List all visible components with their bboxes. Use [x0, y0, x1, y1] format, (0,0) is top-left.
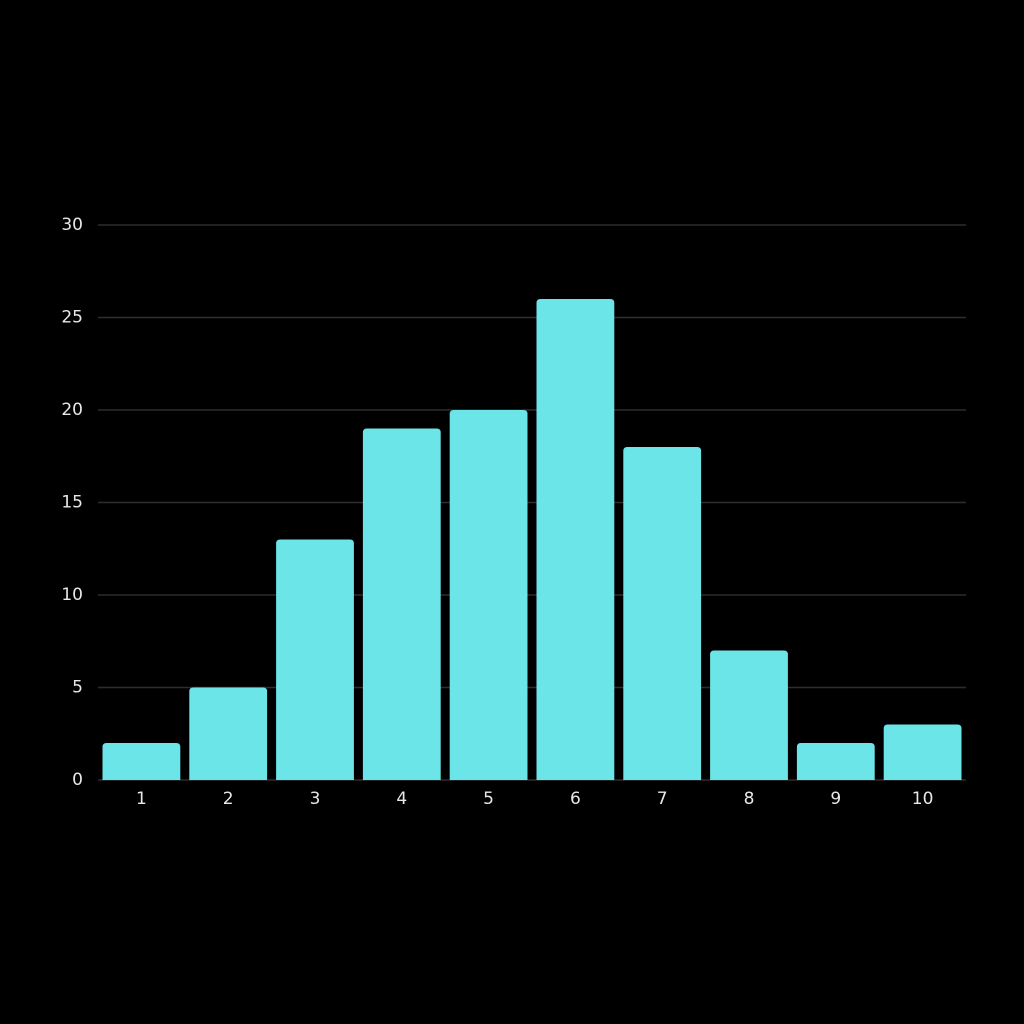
x-tick-label: 5: [483, 789, 494, 809]
y-tick-label: 15: [61, 493, 83, 513]
bar: [536, 299, 615, 780]
x-tick-label: 10: [912, 789, 934, 809]
x-tick-label: 4: [396, 789, 407, 809]
x-tick-label: 2: [223, 789, 234, 809]
bar: [362, 428, 441, 780]
y-tick-label: 25: [61, 308, 83, 328]
x-tick-label: 6: [570, 789, 581, 809]
x-tick-label: 3: [310, 789, 321, 809]
bar: [796, 743, 875, 780]
bar: [883, 724, 962, 780]
bar: [276, 539, 354, 780]
y-tick-label: 10: [61, 585, 83, 605]
y-tick-label: 5: [72, 678, 83, 698]
x-tick-label: 1: [136, 789, 147, 809]
y-tick-label: 20: [61, 400, 83, 420]
y-tick-label: 0: [72, 770, 83, 790]
bar: [189, 687, 268, 780]
x-tick-label: 7: [657, 789, 668, 809]
x-tick-label: 8: [744, 789, 755, 809]
bar: [623, 447, 702, 780]
bar: [102, 743, 181, 780]
y-tick-label: 30: [61, 215, 83, 235]
x-tick-label: 9: [830, 789, 841, 809]
bar: [710, 650, 788, 780]
bar: [449, 410, 528, 780]
